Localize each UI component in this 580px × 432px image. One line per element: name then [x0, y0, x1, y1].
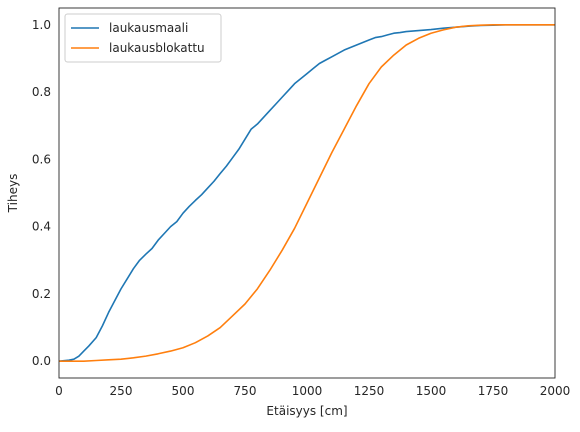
x-tick-label: 1250	[354, 384, 385, 398]
series-lines	[58, 24, 555, 362]
plot-frame	[58, 7, 556, 379]
x-tick-label: 0	[55, 384, 63, 398]
x-tick-label: 1500	[416, 384, 447, 398]
y-tick-label: 0.6	[32, 152, 51, 166]
legend-label: laukausmaali	[109, 21, 188, 35]
legend-box	[64, 13, 222, 63]
x-tick-label: 2000	[540, 384, 571, 398]
y-tick-label: 0.4	[32, 220, 51, 234]
legend: laukausmaali laukausblokattu	[64, 13, 222, 63]
x-tick-label: 500	[172, 384, 195, 398]
y-tick-label: 1.0	[32, 18, 51, 32]
x-tick-label: 1000	[292, 384, 323, 398]
y-tick-label: 0.2	[32, 287, 51, 301]
series-line-laukausblokattu	[59, 24, 555, 362]
axis-ticks: 0 250 500 750 1000 1250 1500 1750 2000 0.0 0.2 0.4 0…	[32, 18, 570, 398]
x-tick-label: 750	[234, 384, 257, 398]
legend-label: laukausblokattu	[109, 41, 205, 55]
x-axis-title: Etäisyys [cm]	[266, 404, 347, 418]
y-axis-title: Tiheys	[6, 174, 20, 214]
y-tick-label: 0.0	[32, 354, 51, 368]
x-tick-label: 1750	[478, 384, 509, 398]
y-tick-label: 0.8	[32, 85, 51, 99]
x-tick-label: 250	[110, 384, 133, 398]
series-line-laukausmaali	[58, 24, 555, 362]
